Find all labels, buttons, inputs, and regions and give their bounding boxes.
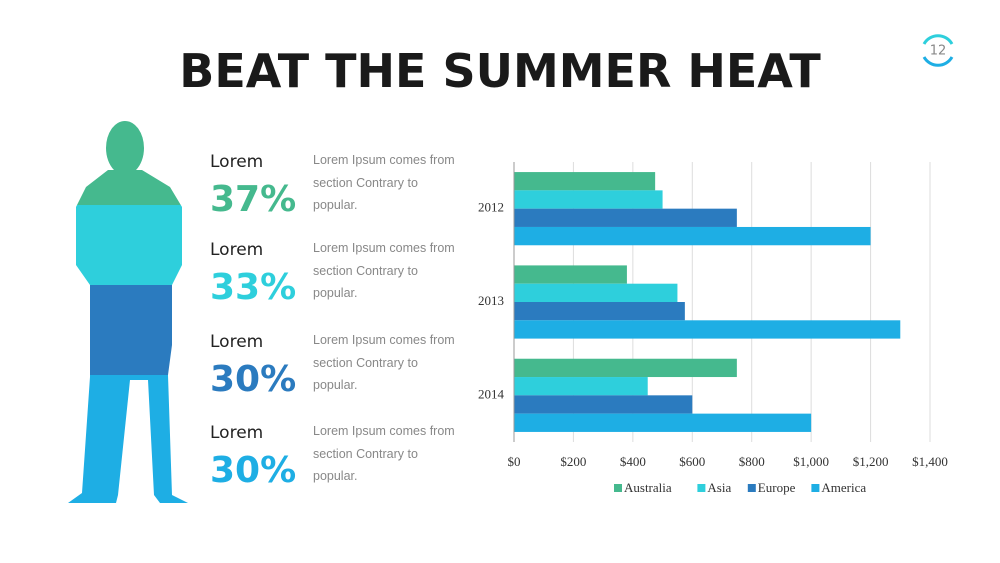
x-tick-label: $0 (508, 454, 521, 469)
legend-swatch (747, 484, 756, 492)
x-tick-label: $400 (620, 454, 646, 469)
legend-label: Europe (758, 480, 796, 495)
stat-label: Lorem (210, 423, 264, 443)
stat-label: Lorem (210, 240, 264, 260)
y-tick-label: 2012 (478, 200, 504, 215)
bar (514, 377, 648, 396)
stat-value: 33% (210, 267, 297, 308)
stat-label: Lorem (210, 152, 264, 172)
bar (514, 395, 693, 414)
x-tick-label: $1,000 (793, 454, 829, 469)
x-tick-label: $200 (560, 454, 586, 469)
bar (514, 208, 737, 227)
stat-value: 30% (210, 359, 297, 400)
stat-value: 37% (210, 179, 297, 220)
x-tick-label: $1,200 (853, 454, 889, 469)
slide-title: BEAT THE SUMMER HEAT (179, 44, 821, 98)
bar (514, 226, 871, 246)
legend-swatch (614, 484, 622, 492)
y-tick-label: 2013 (478, 293, 504, 308)
x-tick-label: $800 (739, 454, 765, 469)
legend-swatch (697, 484, 706, 492)
stat-text: Lorem Ipsum comes from section Contrary … (313, 424, 455, 483)
legend-label: America (821, 480, 866, 495)
x-tick-label: $1,400 (912, 454, 948, 469)
bar (514, 413, 812, 432)
stat-text: Lorem Ipsum comes from section Contrary … (313, 333, 455, 392)
bar (514, 283, 678, 302)
bar (514, 358, 737, 378)
x-tick-label: $600 (679, 454, 705, 469)
silhouette-band (68, 205, 188, 285)
stat-label: Lorem (210, 332, 264, 352)
legend-swatch (811, 484, 820, 492)
bar (514, 302, 685, 321)
badge-arc (922, 56, 954, 67)
page-number: 12 (930, 44, 947, 59)
bar (514, 190, 663, 209)
stat-text: Lorem Ipsum comes from section Contrary … (313, 241, 455, 300)
stat-value: 30% (210, 450, 297, 491)
legend-label: Asia (707, 480, 731, 495)
stat-text: Lorem Ipsum comes from section Contrary … (313, 153, 455, 212)
silhouette (68, 121, 188, 503)
badge-arc (922, 34, 954, 45)
page-badge: 12 (922, 34, 954, 67)
legend-label: Australia (624, 480, 672, 495)
bar (514, 320, 901, 339)
bar (514, 265, 627, 284)
bar (514, 172, 656, 191)
y-tick-label: 2014 (478, 386, 505, 401)
